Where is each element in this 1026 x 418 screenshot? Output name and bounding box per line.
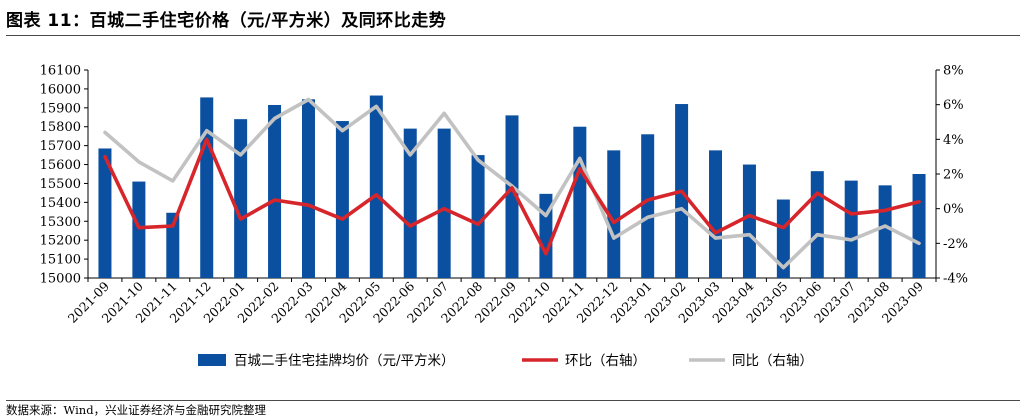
bar: [437, 128, 451, 278]
legend: 百城二手住宅挂牌均价（元/平方米） 环比（右轴） 同比（右轴）: [198, 352, 813, 369]
legend-label-bar: 百城二手住宅挂牌均价（元/平方米）: [234, 352, 455, 369]
bar: [132, 181, 146, 278]
y-right-tick-label: 4%: [943, 133, 964, 148]
y-left-tick-label: 15300: [40, 215, 81, 230]
bar: [471, 155, 485, 278]
y-left-tick-label: 16100: [40, 64, 81, 79]
y-left-tick-label: 15200: [40, 234, 81, 249]
bar: [776, 199, 790, 278]
y-left-tick-label: 15600: [40, 158, 81, 173]
y-right-tick-label: 0%: [943, 202, 964, 217]
bar: [709, 150, 723, 278]
y-left-tick-label: 15500: [40, 177, 81, 192]
bar: [810, 171, 824, 278]
y-left-tick-label: 15900: [40, 101, 81, 116]
legend-swatch-bar: [198, 354, 226, 366]
bar: [234, 119, 248, 278]
y-left-tick-label: 15400: [40, 196, 81, 211]
bar: [505, 115, 519, 278]
lines-layer: [103, 97, 921, 270]
source-note: 数据来源：Wind，兴业证券经济与金融研究院整理: [6, 403, 267, 417]
bars-layer: [98, 95, 926, 279]
figure-title: 图表 11：百城二手住宅价格（元/平方米）及同环比走势: [6, 11, 447, 31]
source-divider: [6, 400, 1020, 401]
y-left-tick-label: 15800: [40, 120, 81, 135]
bar: [301, 99, 315, 279]
bar: [335, 121, 349, 279]
bar: [166, 212, 180, 278]
bar: [844, 180, 858, 278]
bar: [742, 164, 756, 278]
y-right-tick-label: 2%: [943, 168, 964, 183]
bar: [268, 104, 282, 279]
y-left-tick-label: 15000: [40, 272, 81, 287]
bar: [878, 185, 892, 278]
y-left-tick-label: 15100: [40, 253, 81, 268]
title-divider: [6, 35, 1020, 36]
bar: [641, 134, 655, 278]
y-right-tick-label: -4%: [943, 272, 968, 287]
bar: [607, 150, 621, 278]
legend-label-mom: 环比（右轴）: [565, 353, 646, 369]
bar: [369, 95, 383, 278]
bar: [403, 128, 417, 278]
bar: [573, 126, 587, 279]
y-right-tick-label: 6%: [943, 98, 964, 113]
legend-label-yoy: 同比（右轴）: [732, 353, 813, 369]
y-right-tick-label: 8%: [943, 64, 964, 79]
bar: [912, 174, 926, 278]
mom-line: [103, 137, 921, 256]
y-left-tick-label: 16000: [40, 82, 81, 97]
y-left-tick-label: 15700: [40, 139, 81, 154]
y-right-tick-label: -2%: [943, 237, 968, 252]
bar: [200, 97, 214, 278]
chart: 15000 15100 15200 15300 15400 15500 15600 15700…: [40, 64, 968, 370]
bar: [98, 148, 112, 278]
